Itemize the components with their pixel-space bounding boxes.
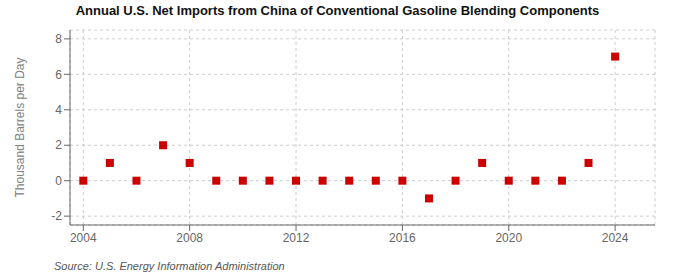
- svg-text:2: 2: [55, 138, 62, 152]
- svg-text:-2: -2: [51, 209, 62, 223]
- svg-text:2024: 2024: [602, 231, 629, 245]
- svg-text:6: 6: [55, 68, 62, 82]
- html-text:Annual U.S. Net Imports from C: Annual U.S. Net Imports from China of Co…: [75, 3, 600, 18]
- svg-text:2004: 2004: [70, 231, 97, 245]
- svg-text:4: 4: [55, 103, 62, 117]
- svg-text:2012: 2012: [283, 231, 310, 245]
- svg-text:0: 0: [55, 174, 62, 188]
- svg-text:2016: 2016: [389, 231, 416, 245]
- svg-text:Thousand Barrels per Day: Thousand Barrels per Day: [13, 57, 27, 197]
- svg-text:8: 8: [55, 32, 62, 46]
- svg-text:2020: 2020: [495, 231, 522, 245]
- html-text:Source: U.S. Energy Informatio: Source: U.S. Energy Information Administ…: [54, 260, 285, 272]
- svg-text:2008: 2008: [176, 231, 203, 245]
